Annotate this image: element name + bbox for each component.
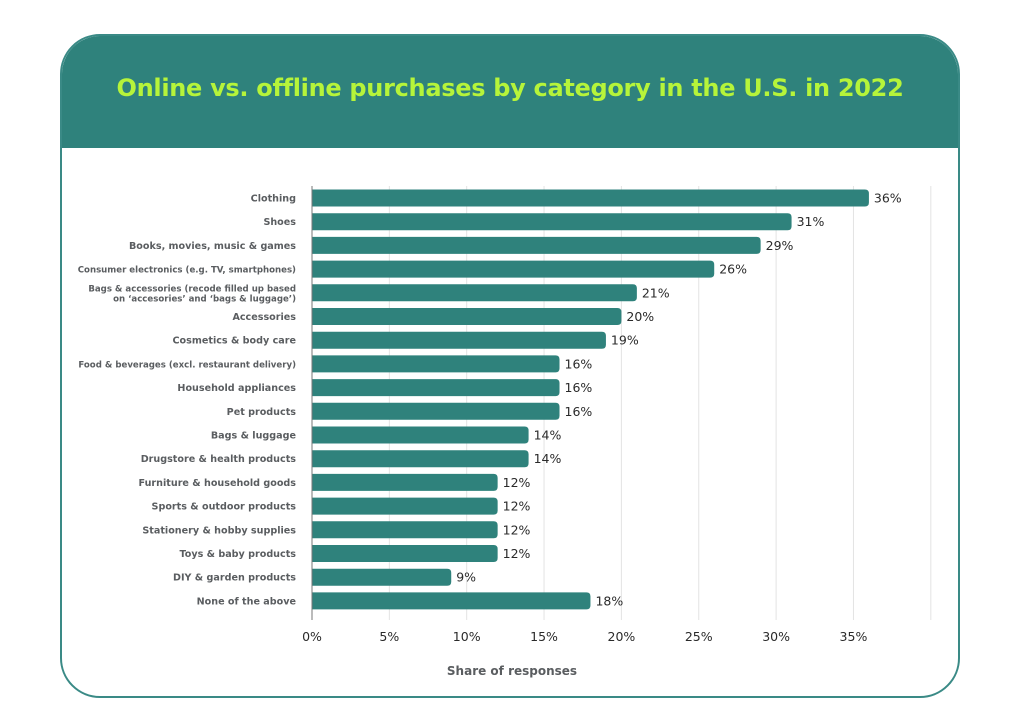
value-label: 26%: [719, 262, 747, 277]
bar: [312, 189, 869, 207]
x-tick-label: 5%: [379, 629, 399, 644]
category-label: Clothing: [251, 194, 296, 205]
chart-header: Online vs. offline purchases by category…: [62, 36, 958, 148]
x-axis-title: Share of responses: [447, 664, 577, 678]
value-label: 16%: [565, 356, 593, 371]
value-label: 14%: [534, 428, 562, 443]
value-label: 12%: [503, 499, 531, 514]
category-label: Stationery & hobby supplies: [142, 525, 296, 536]
bar: [312, 568, 452, 586]
x-tick-label: 10%: [453, 629, 481, 644]
bars: [312, 189, 869, 610]
category-label: None of the above: [197, 596, 297, 607]
category-label: DIY & garden products: [173, 573, 296, 584]
bar: [312, 450, 529, 468]
x-tick-label: 0%: [302, 629, 322, 644]
bar: [312, 473, 498, 491]
category-label: Accessories: [232, 312, 296, 323]
category-label: Drugstore & health products: [141, 454, 297, 465]
bar: [312, 331, 606, 349]
value-label: 9%: [456, 570, 476, 585]
category-label: Bags & luggage: [211, 431, 297, 442]
bar: [312, 497, 498, 515]
category-labels: Clothing Shoes Books, movies, music & game…: [78, 194, 297, 608]
value-label: 29%: [766, 238, 794, 253]
chart-card: Online vs. offline purchases by category…: [60, 34, 960, 698]
category-label: Shoes: [263, 217, 296, 228]
category-label: Bags & accessories (recode filled up bas…: [88, 284, 296, 304]
value-label: 12%: [503, 522, 531, 537]
x-tick-label: 25%: [685, 629, 713, 644]
value-label: 12%: [503, 546, 531, 561]
bar: [312, 284, 637, 302]
category-label: Pet products: [227, 407, 297, 418]
bar: [312, 592, 591, 610]
bar: [312, 260, 715, 278]
category-label: Consumer electronics (e.g. TV, smartphon…: [78, 266, 296, 276]
category-label: Toys & baby products: [179, 549, 296, 560]
bar: [312, 426, 529, 444]
value-label: 31%: [797, 214, 825, 229]
value-label: 19%: [611, 333, 639, 348]
bar: [312, 521, 498, 539]
category-label: Sports & outdoor products: [152, 502, 297, 513]
bar: [312, 355, 560, 373]
value-label: 16%: [565, 380, 593, 395]
x-tick-label: 30%: [762, 629, 790, 644]
bar: [312, 308, 622, 325]
bar: [312, 545, 498, 562]
value-label: 16%: [565, 404, 593, 419]
value-label: 18%: [595, 593, 623, 608]
category-label: Books, movies, music & games: [129, 241, 296, 252]
x-tick-label: 35%: [840, 629, 868, 644]
x-tick-labels: 0% 5% 10% 15% 20% 25% 30% 35%: [302, 629, 867, 644]
value-label: 12%: [503, 475, 531, 490]
value-label: 14%: [534, 451, 562, 466]
chart-title: Online vs. offline purchases by category…: [116, 74, 904, 102]
bar: [312, 379, 560, 397]
x-tick-label: 20%: [608, 629, 636, 644]
category-label: Food & beverages (excl. restaurant deliv…: [78, 360, 296, 370]
bar: [312, 402, 560, 420]
value-label: 21%: [642, 285, 670, 300]
value-label: 20%: [626, 309, 654, 324]
category-label: Cosmetics & body care: [173, 336, 297, 347]
value-label: 36%: [874, 191, 902, 206]
x-tick-label: 15%: [530, 629, 558, 644]
bar: [312, 236, 761, 254]
category-label: Household appliances: [177, 383, 296, 394]
category-label: Furniture & household goods: [139, 478, 297, 489]
value-labels: 36%31%29%26%21%20%19%16%16%16%14%14%12%1…: [456, 191, 902, 609]
bar: [312, 213, 792, 231]
